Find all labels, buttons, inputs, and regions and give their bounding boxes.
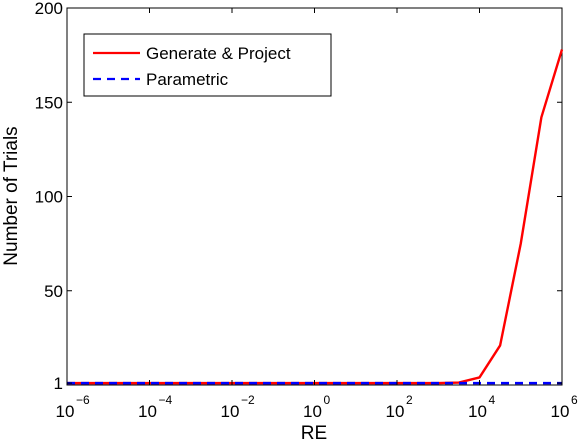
x-tick-label: 10: [303, 402, 322, 421]
legend: Generate & Project Parametric: [83, 33, 332, 97]
x-tick-exponent: 2: [406, 393, 413, 407]
x-tick-exponent: −6: [76, 393, 90, 407]
x-tick-exponent: 0: [324, 393, 331, 407]
x-tick-exponent: −4: [159, 393, 173, 407]
x-tick-exponent: 4: [489, 393, 496, 407]
x-axis-title: RE: [301, 423, 327, 442]
y-tick-label: 1: [54, 374, 63, 393]
legend-label-parametric: Parametric: [146, 70, 229, 89]
legend-label-generate-project: Generate & Project: [146, 44, 291, 63]
y-tick-label: 50: [44, 282, 63, 301]
x-tick-label: 10: [221, 402, 240, 421]
legend-box: [83, 33, 332, 97]
x-tick-label: 10: [138, 402, 157, 421]
y-tick-label: 100: [35, 188, 63, 207]
x-tick-label: 10: [386, 402, 405, 421]
x-tick-exponent: 6: [571, 393, 578, 407]
y-tick-label: 150: [35, 93, 63, 112]
x-tick-label: 10: [551, 402, 570, 421]
x-tick-label: 10: [56, 402, 75, 421]
x-tick-label: 10: [468, 402, 487, 421]
y-axis-title: Number of Trials: [1, 126, 22, 265]
x-tick-exponent: −2: [241, 393, 255, 407]
y-tick-label: 200: [35, 0, 63, 18]
